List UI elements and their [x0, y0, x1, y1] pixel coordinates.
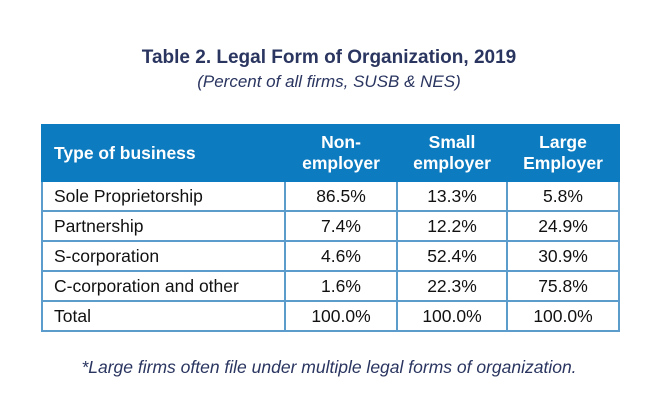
table-row-total: Total 100.0% 100.0% 100.0%	[41, 300, 620, 332]
row-label: C-corporation and other	[41, 270, 286, 302]
row-label: Partnership	[41, 210, 286, 242]
header-label-line1: Small	[428, 132, 476, 152]
cell-large-employer: 24.9%	[506, 210, 620, 242]
table-row: Partnership 7.4% 12.2% 24.9%	[41, 210, 620, 242]
header-label-line1: Large	[539, 132, 587, 152]
table-title: Table 2. Legal Form of Organization, 201…	[141, 47, 517, 68]
cell-small-employer: 22.3%	[396, 270, 508, 302]
header-large-employer: Large Employer	[506, 124, 620, 182]
cell-small-employer: 13.3%	[396, 180, 508, 212]
header-label-line2: employer	[302, 153, 380, 173]
table-row: S-corporation 4.6% 52.4% 30.9%	[41, 240, 620, 272]
table-subtitle: (Percent of all firms, SUSB & NES)	[197, 72, 461, 91]
cell-non-employer: 4.6%	[284, 240, 398, 272]
footnote: *Large firms often file under multiple l…	[81, 357, 577, 377]
header-non-employer: Non-employer	[284, 124, 398, 182]
header-label: Type of business	[54, 142, 196, 163]
legal-form-table: Type of business Non-employer Small emplo…	[41, 124, 620, 332]
cell-non-employer: 1.6%	[284, 270, 398, 302]
table-row: C-corporation and other 1.6% 22.3% 75.8%	[41, 270, 620, 302]
cell-non-employer: 86.5%	[284, 180, 398, 212]
cell-large-employer: 100.0%	[506, 300, 620, 332]
cell-large-employer: 5.8%	[506, 180, 620, 212]
header-label-line2: employer	[413, 153, 491, 173]
header-label-line1: Non-	[321, 132, 361, 152]
cell-large-employer: 30.9%	[506, 240, 620, 272]
row-label: S-corporation	[41, 240, 286, 272]
cell-non-employer: 7.4%	[284, 210, 398, 242]
cell-small-employer: 52.4%	[396, 240, 508, 272]
row-label: Total	[41, 300, 286, 332]
header-small-employer: Small employer	[396, 124, 508, 182]
cell-large-employer: 75.8%	[506, 270, 620, 302]
header-type-of-business: Type of business	[41, 124, 286, 182]
cell-small-employer: 100.0%	[396, 300, 508, 332]
header-label-line2: Employer	[523, 153, 603, 173]
table-header-row: Type of business Non-employer Small emplo…	[41, 124, 620, 182]
cell-small-employer: 12.2%	[396, 210, 508, 242]
cell-non-employer: 100.0%	[284, 300, 398, 332]
row-label: Sole Proprietorship	[41, 180, 286, 212]
table-row: Sole Proprietorship 86.5% 13.3% 5.8%	[41, 180, 620, 212]
